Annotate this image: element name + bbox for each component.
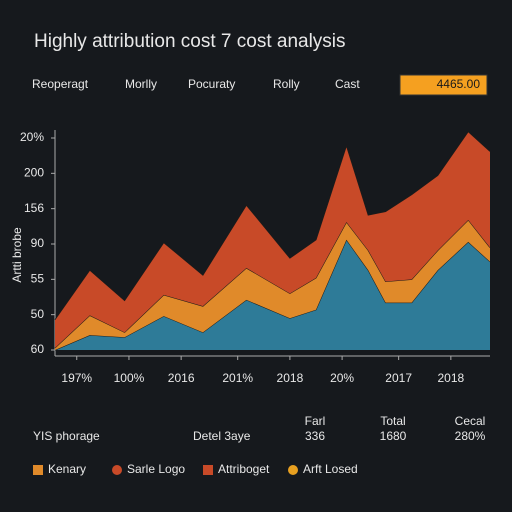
tab[interactable]: Morlly [125,77,157,91]
x-tick-label: 2017 [385,371,412,385]
badge-box [399,74,488,96]
x-tick-label: 201% [222,371,253,385]
legend-label: Sarle Logo [127,462,185,476]
legend-swatch [203,465,213,475]
area-fill [55,239,490,350]
title: Highly attribution cost 7 cost analysis [34,31,346,52]
x-tick-label: 2016 [168,371,195,385]
tab[interactable]: Rolly [273,77,300,91]
area-fill [55,131,490,348]
table-row-sub: Detel 3aye [193,429,251,443]
x-tick-label: 2018 [437,371,464,385]
x-tick-label: 20% [330,371,354,385]
legend-swatch [33,465,43,475]
y-tick-label: 50 [31,307,45,321]
table-cell: 280% [455,429,486,443]
tab[interactable]: Reoperagt [32,77,89,91]
table-header: Cecal [455,414,486,428]
y-tick-label: 156 [24,201,44,215]
area-edge [54,130,491,320]
y-tick-label: 55 [31,272,45,286]
table-cell: 1680 [380,429,407,443]
area-fill [55,219,490,350]
tab[interactable]: Pocuraty [188,77,235,91]
legend-label: Attriboget [218,462,270,476]
x-tick-label: 197% [61,371,92,385]
badge: 4465.00 [437,77,481,91]
x-tick-label: 2018 [277,371,304,385]
table-header: Farl [305,414,326,428]
legend-swatch [288,465,298,475]
legend-label: Arft Losed [303,462,358,476]
y-tick-label: 90 [31,236,45,250]
legend-swatch [112,465,122,475]
y-tick-label: 200 [24,166,44,180]
y-tick-label: 60 [31,342,45,356]
table-row-label: YIS phorage [33,429,100,443]
table-header: Total [380,414,405,428]
y-axis-label: Artti brobe [10,227,24,283]
x-tick-label: 100% [114,371,145,385]
table-cell: 336 [305,429,325,443]
y-tick-label: 20% [20,130,44,144]
legend-label: Kenary [48,462,86,476]
tab[interactable]: Cast [335,77,360,91]
